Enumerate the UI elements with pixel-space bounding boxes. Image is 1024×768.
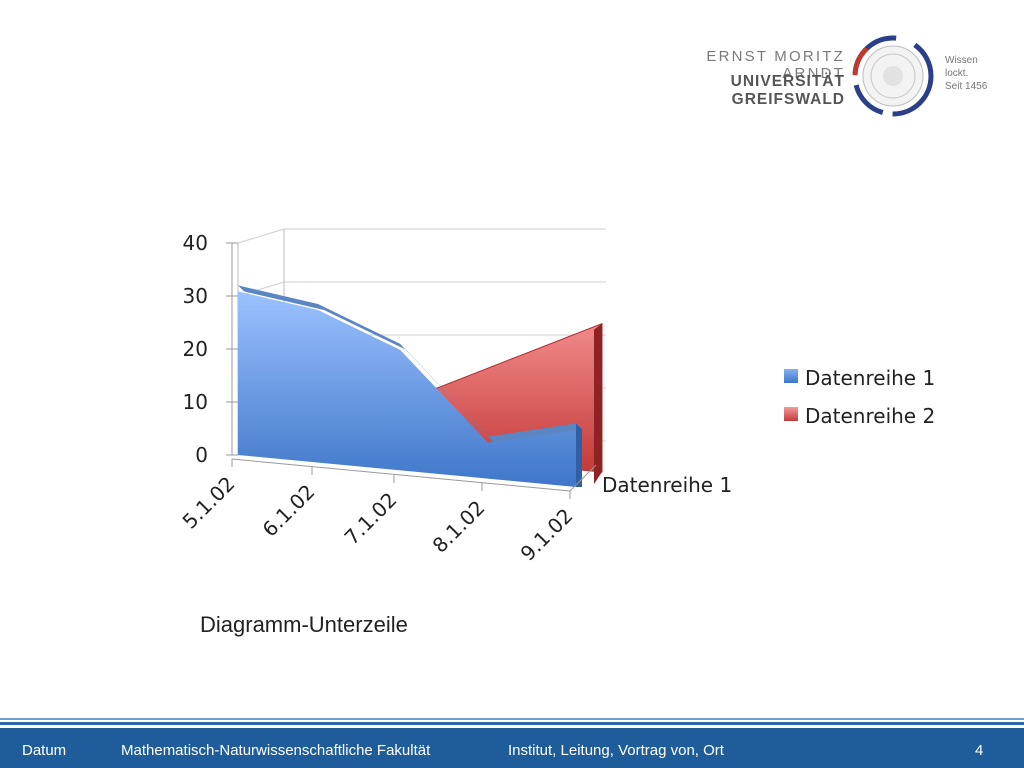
footer-faculty: Mathematisch-Naturwissenschaftliche Faku… bbox=[121, 742, 431, 759]
x-tick-label: 5.1.02 bbox=[178, 472, 240, 534]
motto-line: lockt. bbox=[945, 68, 969, 79]
university-name-line1: ERNST MORITZ ARNDT bbox=[706, 48, 845, 82]
footer-date: Datum bbox=[22, 742, 67, 759]
footer-divider bbox=[0, 718, 1024, 728]
depth-axis-label: Datenreihe 1 bbox=[602, 473, 732, 497]
y-tick-label: 40 bbox=[183, 231, 208, 255]
x-axis-line bbox=[231, 458, 571, 492]
motto-line: Wissen bbox=[945, 55, 978, 66]
university-name-line2: UNIVERSITÄT GREIFSWALD bbox=[730, 73, 845, 108]
legend: Datenreihe 1 Datenreihe 2 bbox=[784, 366, 935, 428]
legend-swatch-series1 bbox=[784, 369, 798, 383]
motto: Wissen lockt. Seit 1456 bbox=[945, 54, 987, 93]
motto-line: Seit 1456 bbox=[945, 81, 988, 92]
legend-label-series2: Datenreihe 2 bbox=[805, 404, 935, 428]
depth-axis-line bbox=[569, 464, 597, 492]
legend-label-series1: Datenreihe 1 bbox=[805, 366, 935, 390]
y-tick-label: 10 bbox=[183, 390, 208, 414]
series-side-datenreihe-1 bbox=[576, 423, 582, 487]
x-tick-label: 7.1.02 bbox=[340, 488, 402, 550]
footer-bar: Datum Mathematisch-Naturwissenschaftlich… bbox=[0, 728, 1024, 768]
y-tick-label: 20 bbox=[183, 337, 208, 361]
y-tick-label: 0 bbox=[195, 443, 208, 467]
series-area-datenreihe-1 bbox=[238, 291, 576, 487]
gridline bbox=[237, 228, 285, 244]
chart-subline: Diagramm-Unterzeile bbox=[200, 612, 408, 637]
x-tick-label: 6.1.02 bbox=[258, 480, 320, 542]
university-seal-icon bbox=[852, 35, 934, 117]
x-tick-label: 9.1.02 bbox=[516, 504, 578, 566]
y-tick-label: 30 bbox=[183, 284, 208, 308]
page-number: 4 bbox=[975, 742, 984, 759]
series-side-datenreihe-2 bbox=[594, 323, 602, 484]
footer-institute: Institut, Leitung, Vortrag von, Ort bbox=[508, 742, 724, 759]
legend-swatch-series2 bbox=[784, 407, 798, 421]
x-tick-label: 8.1.02 bbox=[428, 496, 490, 558]
university-logo: ERNST MORITZ ARNDT UNIVERSITÄT GREIFSWAL… bbox=[655, 30, 1015, 120]
